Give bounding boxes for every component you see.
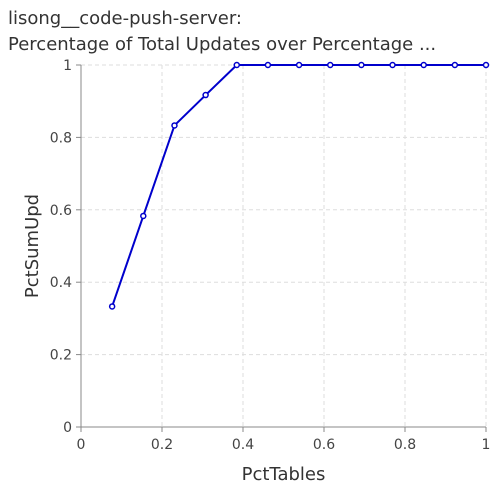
- series-line-0: [111, 64, 487, 308]
- x-tick-label-0: 0: [77, 437, 86, 453]
- x-tick-label-3: 0.6: [313, 437, 335, 453]
- y-tick-label-4: 0.8: [50, 130, 72, 146]
- data-point-9: [389, 61, 396, 69]
- data-point-3: [202, 91, 209, 99]
- data-point-2: [171, 122, 178, 129]
- data-point-1: [140, 212, 147, 220]
- y-axis-ticks: 0 0.2 0.4 0.6 0.8 1: [50, 58, 81, 436]
- y-tick-label-2: 0.4: [50, 275, 72, 291]
- y-tick-label-1: 0.2: [50, 348, 72, 364]
- data-point-11: [451, 61, 459, 69]
- x-tick-label-4: 0.8: [394, 437, 416, 453]
- x-axis-label: PctTables: [242, 464, 326, 485]
- data-point-8: [358, 61, 365, 69]
- grid: [80, 64, 487, 428]
- y-tick-label-3: 0.6: [50, 203, 72, 219]
- chart-title-line-1: lisong__code-push-server:: [8, 8, 242, 29]
- data-point-10: [420, 61, 427, 69]
- data-point-5: [264, 61, 272, 69]
- y-axis-label: PctSumUpd: [22, 194, 43, 298]
- axes: [80, 65, 486, 428]
- series-group: [108, 61, 490, 310]
- y-tick-label-0: 0: [63, 420, 72, 436]
- x-tick-label-5: 1: [482, 437, 491, 453]
- data-point-7: [326, 61, 334, 69]
- chart-title-line-2: Percentage of Total Updates over Percent…: [8, 34, 436, 55]
- y-tick-label-5: 1: [63, 58, 72, 74]
- x-tick-label-2: 0.4: [232, 437, 254, 453]
- data-point-0: [108, 303, 116, 310]
- data-point-12: [482, 61, 490, 69]
- x-axis-ticks: 0 0.2 0.4 0.6 0.8 1: [77, 427, 491, 453]
- data-point-6: [295, 61, 303, 69]
- x-tick-label-1: 0.2: [151, 437, 173, 453]
- data-point-4: [233, 61, 241, 69]
